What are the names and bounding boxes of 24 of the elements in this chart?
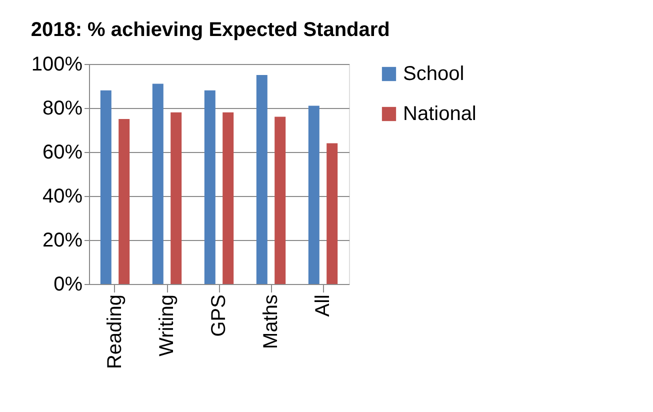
x-tick-label: Writing <box>156 294 178 356</box>
x-tick-label: All <box>312 294 334 317</box>
y-tick-label: 20% <box>42 230 83 252</box>
y-tick-label: 60% <box>42 142 83 164</box>
y-tick-label: 80% <box>42 98 83 120</box>
bar <box>152 84 164 284</box>
x-tick-label: Reading <box>104 294 126 370</box>
bar <box>274 116 286 284</box>
bar <box>118 119 130 284</box>
bar <box>100 90 112 284</box>
bar <box>222 112 234 284</box>
bar <box>170 112 182 284</box>
x-tick-label: Maths <box>260 294 282 349</box>
bar <box>256 75 268 284</box>
bar <box>308 106 320 284</box>
bar <box>326 143 338 284</box>
y-tick-label: 100% <box>31 54 83 76</box>
chart-title: 2018: % achieving Expected Standard <box>30 19 390 41</box>
legend-label: National <box>403 103 476 125</box>
legend-label: School <box>403 63 464 85</box>
x-tick-label: GPS <box>208 294 230 337</box>
y-tick-label: 40% <box>42 186 83 208</box>
bar <box>204 90 216 284</box>
y-tick-label: 0% <box>54 274 83 296</box>
